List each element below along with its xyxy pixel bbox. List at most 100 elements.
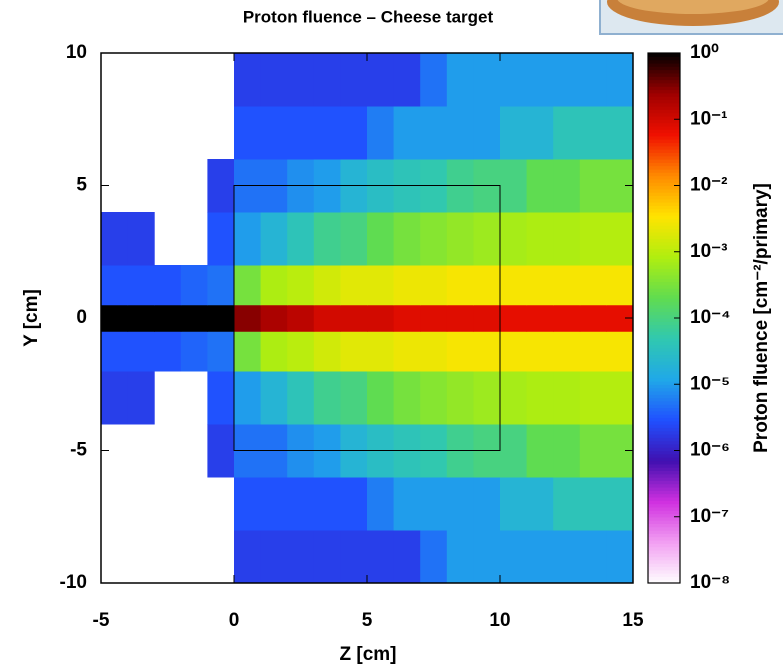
heatmap-cell [579,106,607,160]
colorbar-strip [648,576,680,581]
colorbar-strip [648,384,680,389]
colorbar-strip [648,238,680,243]
colorbar-tick-label: 10⁻¹ [690,108,728,129]
heatmap-cell [420,371,448,425]
heatmap-cell [340,212,368,266]
colorbar-strip [648,79,680,84]
heatmap-cell [127,304,155,332]
heatmap-cell [526,331,554,372]
x-tick-label: 10 [489,610,510,631]
heatmap-cell [606,371,634,425]
heatmap-cell [234,106,262,160]
colorbar-strip [648,162,680,167]
heatmap-cell [207,265,235,306]
colorbar-strip [648,82,680,87]
heatmap-cell [473,477,501,531]
heatmap-cell [420,265,448,306]
colorbar-strip [648,119,680,124]
colorbar-strip [648,149,680,153]
heatmap-cell [154,331,182,372]
heatmap-cell [340,265,368,306]
colorbar-strip [648,344,680,349]
heatmap-cell [207,371,235,425]
colorbar-strip [648,172,680,177]
colorbar-strip [648,477,680,481]
heatmap-cell [420,106,448,160]
heatmap-cell [393,331,421,372]
colorbar-strip [648,298,680,303]
colorbar-strip [648,99,680,104]
heatmap-cell [500,265,528,306]
heatmap-cell [553,265,581,306]
colorbar-strip [648,255,680,259]
colorbar-strip [648,361,680,365]
heatmap-cell [287,331,315,372]
heatmap-cell [553,331,581,372]
heatmap-cell [393,530,421,584]
colorbar-strip [648,205,680,210]
colorbar-strip [648,168,680,173]
heatmap-cell [393,106,421,160]
colorbar-strip [648,288,680,293]
colorbar-strip [648,324,680,329]
colorbar-strip [648,387,680,392]
heatmap-cell [526,304,554,332]
colorbar-strip [648,86,680,91]
heatmap-cell [260,304,288,332]
colorbar-strip [648,390,680,395]
colorbar-strip [648,516,680,521]
colorbar-strip [648,500,680,505]
heatmap-cell [180,304,208,332]
heatmap-cell [553,53,581,107]
colorbar-strip [648,483,680,488]
colorbar-tick-label: 10⁻⁴ [690,307,731,328]
heatmap-cell [234,212,262,266]
cheese-top [617,0,769,14]
colorbar-strip [648,274,680,279]
heatmap-cell [367,331,395,372]
colorbar-strip [648,231,680,236]
colorbar-strip [648,188,680,193]
colorbar-strip [648,503,680,508]
heatmap-cell [473,106,501,160]
colorbar-tick-label: 10⁰ [690,42,719,63]
colorbar-strip [648,301,680,306]
heatmap-cell [446,477,474,531]
x-tick-label: -5 [93,610,110,631]
colorbar-strip [648,424,680,428]
heatmap-cell [367,530,395,584]
heatmap-cell [287,265,315,306]
colorbar-strip [648,556,680,561]
colorbar-strip [648,89,680,94]
heatmap-cell [579,304,607,332]
colorbar-strip [648,569,680,574]
heatmap-cell [313,265,341,306]
heatmap-cell [393,53,421,107]
heatmap-cell [553,212,581,266]
colorbar-strip [648,513,680,518]
heatmap-cell [526,159,554,213]
colorbar-strip [648,374,680,379]
heatmap-cell [234,53,262,107]
colorbar-strip [648,533,680,538]
heatmap-cell [606,265,634,306]
colorbar-strip [648,486,680,491]
colorbar-strip [648,165,680,170]
colorbar-strip [648,304,680,309]
heatmap-cell [287,477,315,531]
x-axis-label: Z [cm] [340,644,397,665]
heatmap [101,53,634,584]
colorbar-strip [648,341,680,346]
colorbar-strip [648,437,680,442]
heatmap-cell [393,477,421,531]
colorbar-strip [648,248,680,253]
colorbar-strip [648,351,680,356]
heatmap-cell [473,530,501,584]
heatmap-cell [367,477,395,531]
heatmap-cell [553,530,581,584]
colorbar-strip [648,414,680,418]
heatmap-cell [260,212,288,266]
heatmap-cell [287,106,315,160]
colorbar-strip [648,245,680,250]
colorbar-strip [648,526,680,531]
